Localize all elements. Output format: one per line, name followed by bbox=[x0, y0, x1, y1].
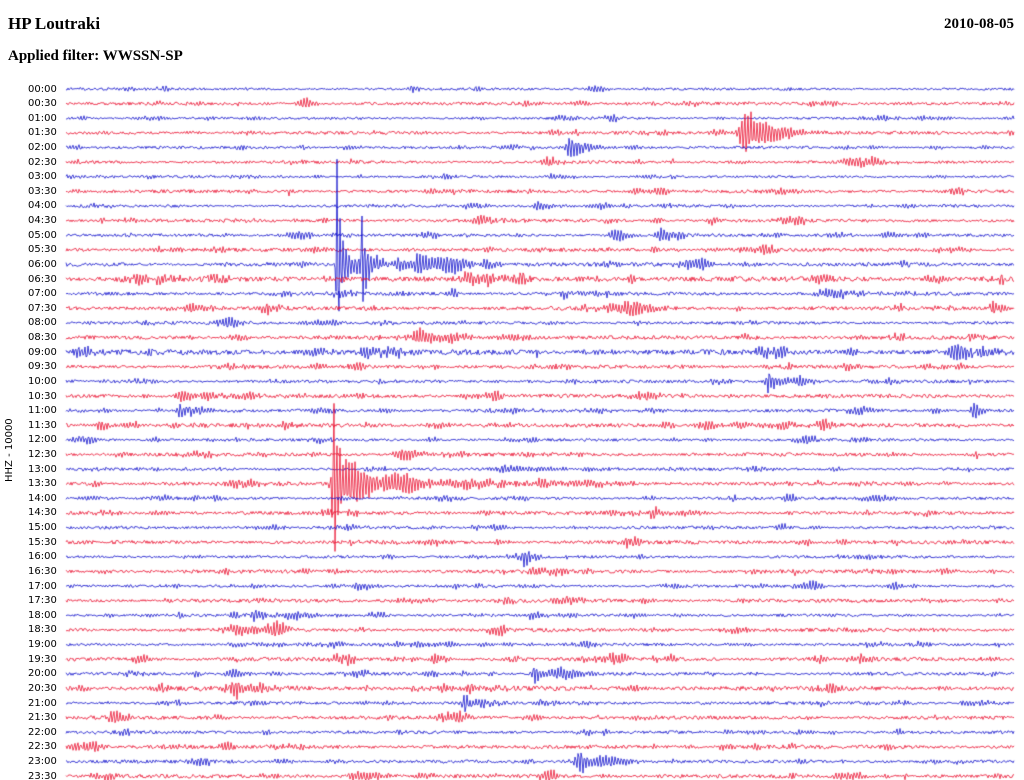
trace-time-label: 20:30 bbox=[28, 682, 57, 694]
trace-time-label: 08:30 bbox=[28, 332, 57, 344]
trace-time-label: 16:30 bbox=[28, 565, 57, 577]
trace-time-label: 11:00 bbox=[28, 405, 57, 417]
trace-time-label: 02:30 bbox=[28, 156, 57, 168]
trace-time-label: 01:30 bbox=[28, 127, 57, 139]
trace-time-label: 10:00 bbox=[28, 375, 57, 387]
trace-time-label: 18:30 bbox=[28, 624, 57, 636]
trace-time-label: 09:00 bbox=[28, 346, 57, 358]
trace-time-label: 17:30 bbox=[28, 595, 57, 607]
trace-time-label: 04:00 bbox=[28, 200, 57, 212]
trace-time-label: 19:30 bbox=[28, 653, 57, 665]
trace-time-label: 19:00 bbox=[28, 639, 57, 651]
trace-time-label: 03:00 bbox=[28, 171, 57, 183]
trace-time-label: 18:00 bbox=[28, 609, 57, 621]
trace-time-label: 14:00 bbox=[28, 492, 57, 504]
trace-time-label: 10:30 bbox=[28, 390, 57, 402]
trace-time-label: 08:00 bbox=[28, 317, 57, 329]
time-labels: 00:00 00:30 01:00 01:30 02:00 02:30 03:00 03:30… bbox=[0, 0, 64, 780]
trace-time-label: 23:30 bbox=[28, 770, 57, 780]
trace-time-label: 01:00 bbox=[28, 112, 57, 124]
trace-time-label: 23:00 bbox=[28, 756, 57, 768]
trace-time-label: 17:00 bbox=[28, 580, 57, 592]
trace-time-label: 00:30 bbox=[28, 98, 57, 110]
trace-time-label: 12:30 bbox=[28, 449, 57, 460]
trace-time-label: 13:30 bbox=[28, 478, 57, 490]
trace-time-label: 06:00 bbox=[28, 258, 57, 270]
trace-time-label: 20:00 bbox=[28, 668, 57, 680]
trace-time-label: 15:30 bbox=[28, 536, 57, 548]
trace-time-label: 22:30 bbox=[28, 741, 57, 753]
trace-time-label: 22:00 bbox=[28, 726, 57, 738]
trace-time-label: 14:30 bbox=[28, 507, 57, 519]
trace-time-label: 21:00 bbox=[28, 697, 57, 709]
trace-time-label: 07:00 bbox=[28, 288, 57, 300]
trace-time-label: 04:30 bbox=[28, 215, 57, 227]
trace-time-label: 13:00 bbox=[28, 463, 57, 475]
trace-time-label: 07:30 bbox=[28, 302, 57, 314]
trace-time-label: 03:30 bbox=[28, 185, 57, 197]
trace-time-label: 16:00 bbox=[28, 551, 57, 563]
trace-time-label: 21:30 bbox=[28, 712, 57, 724]
applied-filter-label: Applied filter: WWSSN-SP bbox=[8, 48, 183, 64]
date-label: 2010-08-05 bbox=[944, 16, 1014, 32]
station-name: HP Loutraki bbox=[8, 14, 101, 33]
trace-time-label: 05:30 bbox=[28, 244, 57, 256]
trace-time-label: 11:30 bbox=[28, 419, 57, 431]
trace-time-label: 06:30 bbox=[28, 273, 57, 285]
trace-time-label: 12:00 bbox=[28, 434, 57, 446]
trace-time-label: 00:00 bbox=[28, 83, 57, 95]
trace-time-label: 05:00 bbox=[28, 229, 57, 241]
trace-time-label: 09:30 bbox=[28, 361, 57, 373]
trace-time-label: 02:00 bbox=[28, 141, 57, 153]
trace-time-label: 15:00 bbox=[28, 522, 57, 534]
